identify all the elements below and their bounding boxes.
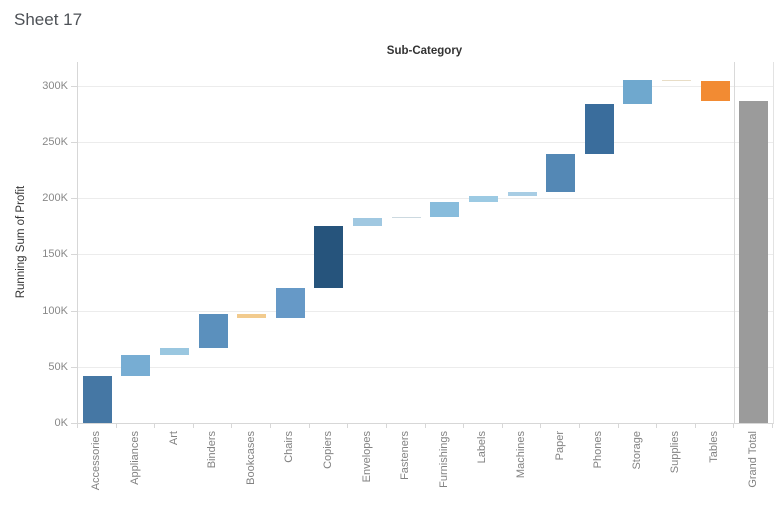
x-label-grand-total[interactable]: Grand Total [746,431,759,488]
x-label-fasteners[interactable]: Fasteners [399,431,412,480]
x-label-chairs[interactable]: Chairs [283,431,296,463]
x-label-furnishings[interactable]: Furnishings [437,431,450,488]
bar-machines[interactable] [507,191,537,196]
bar-phones[interactable] [584,103,614,154]
bar-accessories[interactable] [82,375,112,423]
bar-fasteners[interactable] [391,216,421,218]
grand-total-divider [734,62,736,423]
x-label-appliances[interactable]: Appliances [128,431,141,485]
y-tick-label-0k: 0K [54,417,68,429]
x-label-tables[interactable]: Tables [708,431,721,463]
gridline-150k [78,254,773,256]
x-label-phones[interactable]: Phones [592,431,605,469]
y-axis-title: Running Sum of Profit [15,185,27,299]
x-tick-mark [231,423,233,428]
x-label-binders[interactable]: Binders [206,431,219,469]
x-tick-mark [424,423,426,428]
y-tick-label-200k: 200K [42,192,68,205]
bar-storage[interactable] [623,79,653,104]
y-tick-mark [71,198,77,200]
bar-supplies[interactable] [661,79,691,81]
x-tick-mark [694,423,696,428]
y-tick-label-50k: 50K [48,360,68,373]
bar-envelopes[interactable] [353,217,383,226]
bar-grand-total[interactable] [739,100,769,423]
bar-copiers[interactable] [314,225,344,289]
bar-paper[interactable] [546,153,576,192]
y-tick-mark [71,85,77,87]
x-tick-mark [617,423,619,428]
y-tick-label-100k: 100K [42,304,68,317]
x-tick-mark [270,423,272,428]
y-tick-mark [71,254,77,256]
x-label-storage[interactable]: Storage [630,431,643,470]
x-label-bookcases[interactable]: Bookcases [244,431,257,485]
gridline-250k [78,141,773,143]
column-header: Sub-Category [386,45,463,57]
x-tick-mark [192,423,194,428]
y-tick-mark [71,423,77,424]
x-tick-mark [77,423,78,428]
x-label-supplies[interactable]: Supplies [669,431,682,474]
x-tick-mark [501,423,503,428]
x-tick-mark [385,423,387,428]
bar-labels[interactable] [468,195,498,202]
y-tick-mark [71,310,77,312]
x-tick-mark [347,423,349,428]
gridline-100k [78,310,773,312]
x-tick-mark [115,423,117,428]
bar-furnishings[interactable] [430,201,460,217]
bar-chairs[interactable] [275,288,305,318]
x-label-accessories[interactable]: Accessories [90,431,103,491]
x-label-labels[interactable]: Labels [476,431,489,464]
x-tick-mark [578,423,580,428]
x-label-machines[interactable]: Machines [515,431,528,479]
bar-appliances[interactable] [121,355,151,376]
plot-area [77,62,774,424]
y-tick-label-250k: 250K [42,135,68,148]
x-tick-mark [463,423,465,428]
gridline-50k [78,366,773,368]
x-tick-mark [772,423,773,428]
x-tick-mark [656,423,658,428]
bar-binders[interactable] [198,314,228,349]
gridline-300k [78,85,773,87]
bar-tables[interactable] [700,80,730,101]
gridline-200k [78,198,773,200]
x-tick-mark [154,423,156,428]
x-label-paper[interactable]: Paper [553,431,566,461]
bar-bookcases[interactable] [237,314,267,318]
x-tick-mark [733,423,735,428]
x-tick-mark [308,423,310,428]
y-tick-mark [71,366,77,368]
y-tick-label-150k: 150K [42,248,68,261]
y-tick-label-300k: 300K [42,79,68,92]
sheet-title: Sheet 17 [14,10,83,29]
y-tick-mark [71,141,77,143]
x-label-envelopes[interactable]: Envelopes [360,431,373,483]
x-label-art[interactable]: Art [167,431,180,446]
x-label-copiers[interactable]: Copiers [321,431,334,469]
x-tick-mark [540,423,542,428]
bar-art[interactable] [160,348,190,356]
